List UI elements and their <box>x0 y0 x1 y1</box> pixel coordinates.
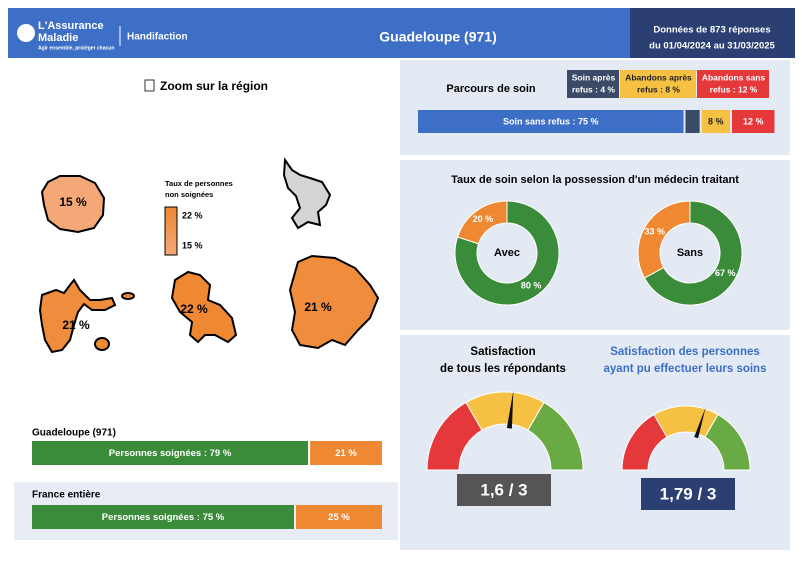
donut-label: 33 % <box>644 227 665 237</box>
score-box <box>641 478 735 510</box>
donut-segment <box>456 200 508 245</box>
legend-label: Soin après <box>572 72 616 82</box>
gauge-title: Satisfaction <box>470 346 535 358</box>
legend-scale <box>164 206 178 256</box>
legend-label: 15 % <box>182 240 203 250</box>
donut-segment <box>637 200 691 279</box>
islet <box>94 337 110 351</box>
legend-box <box>620 70 696 98</box>
bar-label: 25 % <box>328 512 350 523</box>
bar-segment <box>701 110 730 133</box>
donut-label: 20 % <box>473 214 494 224</box>
region-mayotte <box>282 157 332 230</box>
region-label: 21 % <box>62 318 90 332</box>
gauge-title: Satisfaction des personnes <box>610 346 760 358</box>
gauge-needle <box>506 390 514 429</box>
donut-label: 67 % <box>715 268 736 278</box>
map-title: Zoom sur la région <box>160 79 268 93</box>
region <box>170 270 238 344</box>
meta: du 01/04/2024 au 31/03/2025 <box>649 41 775 52</box>
header-bar <box>8 8 630 58</box>
bar-label: 8 % <box>708 116 724 126</box>
region <box>38 278 117 354</box>
legend-box <box>697 70 769 98</box>
bar-label: 21 % <box>335 448 357 459</box>
bar-segment <box>296 505 382 529</box>
donut-center: Sans <box>677 247 703 259</box>
product: Handifaction <box>127 32 188 43</box>
donut-label: 80 % <box>521 281 542 291</box>
score: 1,79 / 3 <box>660 484 717 503</box>
coverage-title: France entière <box>32 490 101 501</box>
score: 1,6 / 3 <box>480 480 527 499</box>
bar-segment <box>731 110 775 133</box>
panel-title: Taux de soin selon la possession d'un mé… <box>451 174 739 186</box>
legend-label: refus : 12 % <box>710 84 758 94</box>
donut-segment <box>454 200 560 306</box>
bar-segment <box>685 110 700 133</box>
legend-label: 22 % <box>182 210 203 220</box>
gauge-title: ayant pu effectuer leurs soins <box>604 363 767 375</box>
bar-segment <box>32 505 294 529</box>
brand: Maladie <box>38 32 78 44</box>
icon <box>144 79 155 92</box>
region <box>40 175 106 234</box>
legend-label: refus : 8 % <box>637 84 680 94</box>
legend-title: Taux de personnes <box>165 179 233 188</box>
brand-tagline: Agir ensemble, protéger chacun <box>38 45 114 51</box>
header-meta-box <box>630 8 795 58</box>
gauge-band <box>704 413 751 471</box>
gauge-needle <box>694 407 706 439</box>
region-label: 15 % <box>59 195 87 209</box>
meta: Données de 873 réponses <box>653 25 770 36</box>
bar-segment <box>418 110 684 133</box>
region-label: 22 % <box>180 302 208 316</box>
region-label: 21 % <box>304 300 332 314</box>
donut-center: Avec <box>494 247 520 259</box>
legend-label: Abandons après <box>625 72 692 82</box>
bar-label: Personnes soignées : 79 % <box>109 448 232 459</box>
legend-label: refus : 4 % <box>572 84 615 94</box>
page-title: Guadeloupe (971) <box>379 29 496 45</box>
gauge-band <box>527 401 584 471</box>
islet <box>121 292 135 300</box>
brand: L'Assurance <box>38 20 104 32</box>
bar-label: Soin sans refus : 75 % <box>503 116 599 126</box>
score-box <box>457 474 551 506</box>
coverage-title: Guadeloupe (971) <box>32 428 116 439</box>
bar-label: Personnes soignées : 75 % <box>102 512 225 523</box>
donut-segment <box>643 200 743 306</box>
bar-label: 12 % <box>743 116 764 126</box>
logo-icon <box>17 24 35 42</box>
legend-title: non soignées <box>165 190 213 199</box>
region <box>288 254 380 350</box>
panel-title: Parcours de soin <box>446 83 536 95</box>
legend-box <box>567 70 619 98</box>
bar-segment <box>32 441 309 465</box>
gauge-title: de tous les répondants <box>440 363 566 375</box>
bar-segment <box>310 441 382 465</box>
legend-label: Abandons sans <box>702 72 766 82</box>
